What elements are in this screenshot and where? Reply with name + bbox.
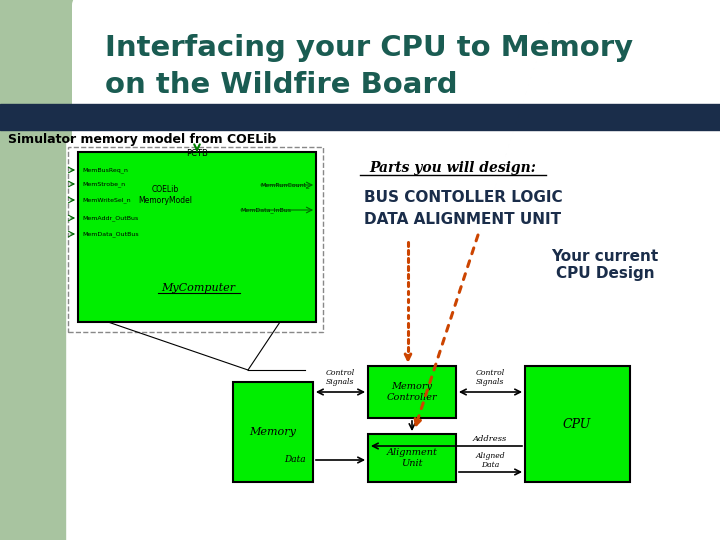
Bar xyxy=(0,0,195,140)
Text: CPU: CPU xyxy=(563,417,591,430)
Text: on the Wildfire Board: on the Wildfire Board xyxy=(105,71,458,99)
Text: MemWriteSel_n: MemWriteSel_n xyxy=(82,197,130,203)
Bar xyxy=(233,382,313,482)
Text: Simulator memory model from COELib: Simulator memory model from COELib xyxy=(8,133,276,146)
Text: DATA ALIGNMENT UNIT: DATA ALIGNMENT UNIT xyxy=(364,213,562,227)
Text: Aligned
Data: Aligned Data xyxy=(475,452,505,469)
Text: Address: Address xyxy=(473,435,507,443)
Bar xyxy=(368,434,456,482)
Text: MemRunCount_: MemRunCount_ xyxy=(260,182,310,188)
Text: BUS CONTOLLER LOGIC: BUS CONTOLLER LOGIC xyxy=(364,191,562,206)
Bar xyxy=(368,366,456,418)
Text: Alignment
Unit: Alignment Unit xyxy=(387,448,438,468)
Bar xyxy=(525,366,630,482)
Text: MemData_InBus: MemData_InBus xyxy=(240,207,291,213)
FancyBboxPatch shape xyxy=(72,0,720,158)
Bar xyxy=(68,147,323,332)
Text: COELib
MemoryModel: COELib MemoryModel xyxy=(138,185,192,205)
Text: Your current
CPU Design: Your current CPU Design xyxy=(552,249,659,281)
Text: Interfacing your CPU to Memory: Interfacing your CPU to Memory xyxy=(105,34,633,62)
Text: MemData_OutBus: MemData_OutBus xyxy=(82,231,139,237)
Text: Control
Signals: Control Signals xyxy=(325,369,355,386)
Text: PCTB: PCTB xyxy=(186,148,208,158)
Text: Memory
Controller: Memory Controller xyxy=(387,382,437,402)
Bar xyxy=(0,0,65,540)
Text: MyComputer: MyComputer xyxy=(161,283,235,293)
Bar xyxy=(0,104,720,130)
Text: Control
Signals: Control Signals xyxy=(475,369,505,386)
Text: MemBusReq_n: MemBusReq_n xyxy=(82,167,128,173)
Text: Data: Data xyxy=(284,456,306,464)
Text: MemAddr_OutBus: MemAddr_OutBus xyxy=(82,215,138,221)
Text: MemStrobe_n: MemStrobe_n xyxy=(82,181,125,187)
Bar xyxy=(78,152,316,322)
Text: Parts you will design:: Parts you will design: xyxy=(369,161,536,175)
Text: Memory: Memory xyxy=(250,427,297,437)
